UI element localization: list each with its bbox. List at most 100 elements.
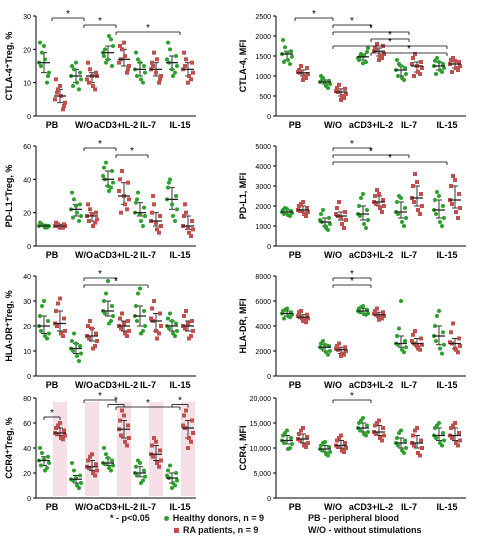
data-point-ra [119,433,123,438]
data-point-healthy [285,428,289,433]
data-point-healthy [102,54,106,58]
data-point-healthy [168,177,172,182]
data-point-ra [378,206,382,210]
data-point-ra [381,198,385,202]
data-point-ra [91,84,95,88]
data-point-healthy [143,474,147,479]
data-point-healthy [134,200,138,205]
data-point-healthy [111,44,115,48]
data-point-ra [297,432,301,436]
data-point-ra [95,339,99,343]
y-tick-label: 0 [27,496,31,503]
data-point-healthy [101,174,105,178]
data-point-ra [88,454,92,459]
data-point-ra [411,184,415,188]
data-point-healthy [282,316,286,321]
significance-star: * [98,269,102,280]
data-point-ra [457,60,461,64]
data-point-healthy [281,38,285,42]
data-point-ra [150,60,154,65]
data-point-ra [382,433,386,438]
data-point-ra [152,299,156,303]
data-point-healthy [434,72,438,76]
data-point-healthy [171,481,175,485]
y-tick-label: 0 [267,114,271,121]
data-point-healthy [402,224,406,228]
data-point-ra [62,428,66,433]
data-point-ra [86,458,90,463]
data-point-ra [378,436,382,440]
data-point-healthy [357,58,361,62]
data-point-ra [120,169,124,173]
data-point-ra [306,316,310,321]
data-point-ra [339,98,343,102]
data-point-ra [93,87,97,92]
data-point-healthy [441,204,445,208]
data-point-ra [91,346,95,351]
significance-star: * [98,16,102,27]
data-point-healthy [74,204,78,208]
data-point-ra [335,344,339,348]
data-point-ra [56,87,60,92]
data-point-ra [298,438,302,443]
data-point-healthy [366,218,370,222]
data-point-healthy [362,432,366,436]
data-point-healthy [174,194,178,198]
data-point-ra [150,210,154,215]
data-point-healthy [320,78,324,82]
data-point-ra [56,423,60,428]
data-point-healthy [399,64,403,68]
data-point-healthy [104,291,108,296]
x-tick-label: IL-7 [140,502,156,512]
data-point-ra [120,408,124,413]
data-point-ra [337,82,341,87]
data-point-ra [456,216,460,220]
data-point-healthy [138,212,142,217]
data-point-healthy [395,58,399,62]
data-point-ra [125,443,129,448]
data-point-ra [189,439,193,444]
data-point-ra [337,436,341,440]
data-point-healthy [72,468,76,473]
data-point-healthy [395,334,399,338]
y-tick-label: 2500 [255,14,271,21]
data-point-healthy [358,428,362,433]
data-point-ra [420,204,424,208]
data-point-ra [151,454,155,459]
data-point-healthy [281,433,285,438]
data-point-ra [122,40,126,45]
data-point-ra [62,316,66,321]
data-point-healthy [71,349,75,353]
y-tick-label: 4000 [255,324,271,331]
data-point-healthy [442,66,446,70]
data-point-ra [86,60,90,65]
data-point-ra [125,334,129,338]
data-point-ra [450,436,454,440]
data-point-healthy [110,64,114,68]
data-point-healthy [104,160,108,165]
data-point-ra [154,70,158,75]
data-point-ra [411,433,415,438]
y-axis-label: HLA-DR, MFI [238,299,248,354]
x-tick-label: PB [289,250,302,260]
data-point-ra [377,192,381,196]
data-point-ra [127,329,131,333]
data-point-healthy [395,436,399,440]
data-point-healthy [319,443,323,448]
data-point-healthy [438,220,442,224]
data-point-healthy [403,339,407,343]
data-point-ra [87,466,91,470]
data-point-ra [152,202,156,207]
y-tick-label: 0 [267,244,271,251]
data-point-healthy [75,210,79,215]
data-point-healthy [78,70,82,75]
x-tick-label: IL-15 [169,380,190,390]
data-point-healthy [78,344,82,348]
x-tick-label: PB [289,380,302,390]
data-point-ra [453,178,457,182]
data-point-ra [418,453,422,458]
data-point-healthy [72,67,76,72]
data-point-ra [344,218,348,222]
y-tick-label: 20 [23,471,31,478]
data-point-healthy [106,279,110,283]
